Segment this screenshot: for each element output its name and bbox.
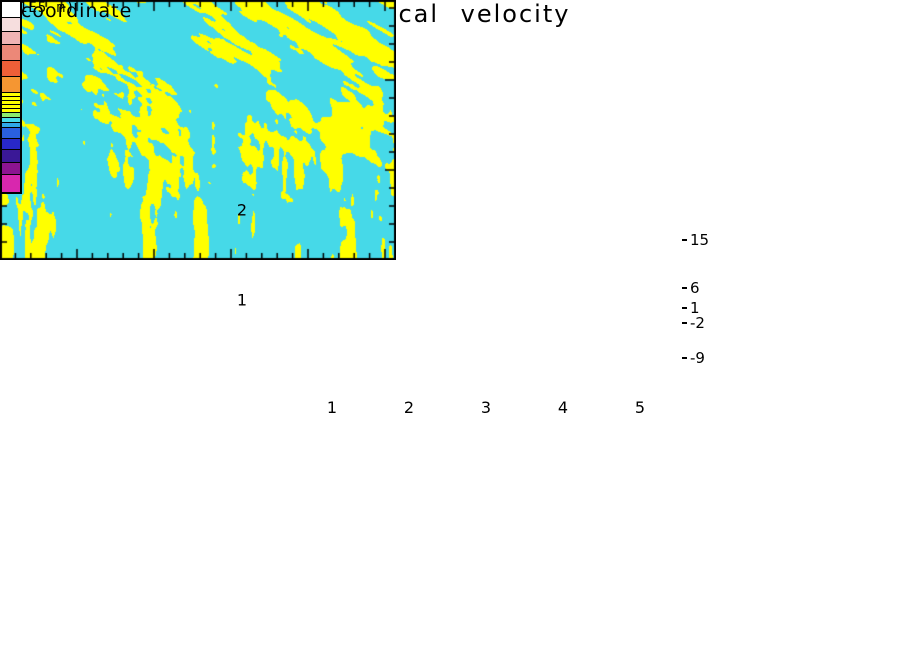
colorbar-tick <box>682 307 687 309</box>
colorbar-segment <box>2 92 20 96</box>
colorbar-segment <box>2 100 20 104</box>
y-tick-label: 2 <box>236 200 247 220</box>
colorbar-tick <box>682 287 687 289</box>
colorbar-label: 6 <box>690 279 700 297</box>
x-tick-label: 4 <box>557 398 569 417</box>
colorbar-segment <box>2 104 20 108</box>
colorbar-segment <box>2 122 20 127</box>
colorbar-segment <box>2 117 20 122</box>
colorbar-segment <box>2 138 20 149</box>
colorbar-label: -2 <box>690 314 705 332</box>
colorbar-segment <box>2 76 20 92</box>
x-tick-label: 3 <box>480 398 492 417</box>
colorbar-segment <box>2 108 20 112</box>
colorbar <box>0 0 22 194</box>
colorbar-label: -9 <box>690 349 705 367</box>
colorbar-tick <box>682 239 687 241</box>
x-tick-label: 5 <box>634 398 646 417</box>
heatmap-canvas <box>0 0 396 260</box>
colorbar-tick <box>682 357 687 359</box>
colorbar-segment <box>2 44 20 60</box>
colorbar-segment <box>2 112 20 117</box>
colorbar-segment <box>2 127 20 138</box>
x-tick-label: 1 <box>326 398 338 417</box>
colorbar-segment <box>2 149 20 162</box>
colorbar-segment <box>2 31 20 44</box>
colorbar-segment <box>2 162 20 174</box>
y-tick-label: 1 <box>236 290 247 310</box>
colorbar-label: 1 <box>690 299 700 317</box>
x-axis-title: X-coordinate <box>0 0 133 22</box>
colorbar-segment <box>2 17 20 31</box>
colorbar-tick <box>682 322 687 324</box>
x-tick-label: 2 <box>403 398 415 417</box>
colorbar-segment <box>2 60 20 76</box>
colorbar-label: 15 <box>690 231 710 249</box>
colorbar-segment <box>2 174 20 192</box>
colorbar-segment <box>2 2 20 17</box>
colorbar-segment <box>2 96 20 100</box>
